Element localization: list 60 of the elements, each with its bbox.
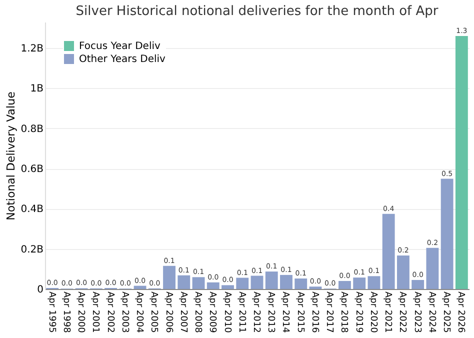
x-tick-label: Apr 2012 <box>251 292 261 333</box>
legend-label: Focus Year Deliv <box>79 41 160 52</box>
x-tick-label: Apr 2009 <box>207 292 218 334</box>
x-tick-label: Apr 2020 <box>368 292 378 334</box>
x-tick-label: Apr 2010 <box>222 292 232 334</box>
x-tick-label: Apr 2021 <box>382 292 393 333</box>
bar <box>294 278 308 289</box>
x-tick-label: Apr 2005 <box>148 292 159 333</box>
y-tick-label: 0.8B <box>20 124 44 135</box>
x-tick-label: Apr 2006 <box>163 292 174 334</box>
bar <box>396 255 410 289</box>
x-tick-label: Apr 2004 <box>134 292 144 334</box>
bar <box>134 286 146 289</box>
x-tick-label: Apr 2026 <box>456 292 466 334</box>
x-tick-label: Apr 2015 <box>294 292 305 333</box>
x-tick-label: Apr 2016 <box>309 292 320 334</box>
bar <box>265 272 278 289</box>
legend-label: Other Years Deliv <box>79 54 166 65</box>
x-tick-label: Apr 2007 <box>178 292 188 333</box>
y-tick-label: 0.6B <box>20 164 44 176</box>
x-tick-label: Apr 2022 <box>397 292 408 333</box>
y-tick-label: 0.2B <box>20 244 44 256</box>
y-tick-label: 1.2B <box>20 44 44 55</box>
bar <box>280 274 292 289</box>
bar <box>455 36 468 289</box>
x-tick-label: Apr 1998 <box>60 292 71 334</box>
x-tick-label: Apr 2014 <box>280 292 290 334</box>
x-tick-label: Apr 2025 <box>441 292 452 333</box>
x-tick-label: Apr 2002 <box>104 292 115 333</box>
x-tick-label: Apr 2019 <box>353 292 364 334</box>
y-tick-label: 0 <box>37 284 44 296</box>
bar <box>426 248 439 289</box>
y-tick-label: 0.4B <box>20 204 44 216</box>
bar <box>222 285 234 289</box>
chart-title: Silver Historical notional deliveries for the month of Apr <box>76 4 439 19</box>
bar <box>338 280 351 289</box>
y-axis-title: Notional Delivery Value <box>4 91 18 220</box>
bar <box>368 276 380 289</box>
x-tick-label: Apr 2000 <box>76 292 86 334</box>
x-tick-label: Apr 2024 <box>426 292 436 334</box>
x-tick-label: Apr 1995 <box>46 292 56 333</box>
x-tick-label: Apr 2011 <box>236 292 246 333</box>
x-tick-label: Apr 2013 <box>266 292 276 333</box>
bar <box>163 266 176 289</box>
x-tick-label: Apr 2018 <box>338 292 349 334</box>
x-tick-label: Apr 2017 <box>324 292 334 333</box>
x-tick-label: Apr 2001 <box>90 292 100 333</box>
x-tick-label: Apr 2023 <box>412 292 422 333</box>
bar <box>178 275 190 289</box>
x-tick-label: Apr 2003 <box>119 292 130 333</box>
bar <box>236 278 249 289</box>
bar <box>250 276 264 289</box>
bar <box>353 278 366 289</box>
bar <box>192 277 205 289</box>
bar <box>382 214 395 289</box>
y-tick-label: 1B <box>30 84 44 95</box>
bar <box>412 280 424 289</box>
bar <box>206 282 220 289</box>
x-tick-label: Apr 2008 <box>192 292 203 334</box>
bar <box>440 178 454 289</box>
